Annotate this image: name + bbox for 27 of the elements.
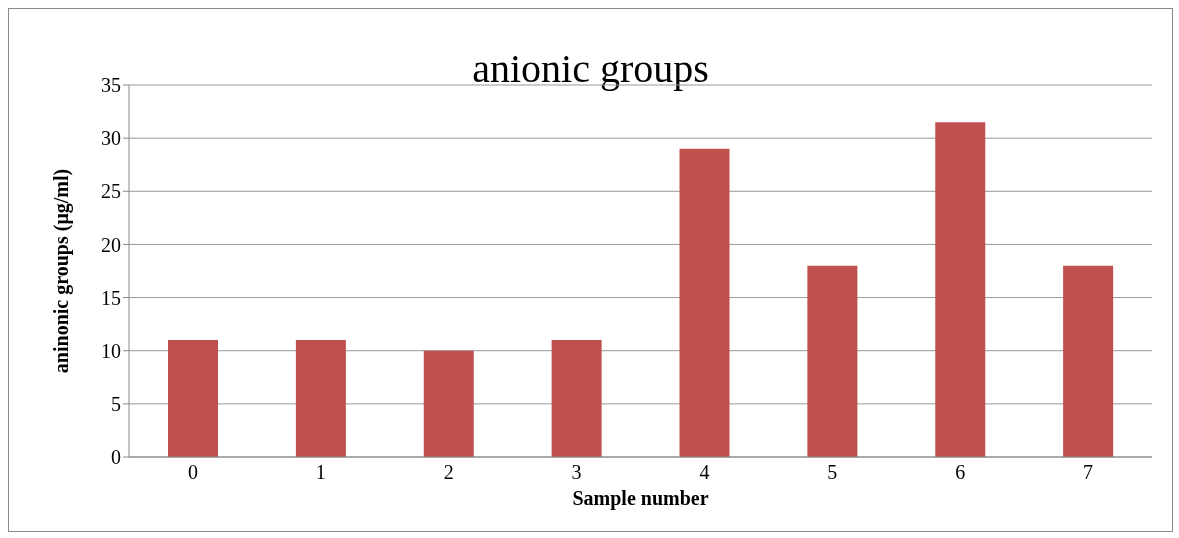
bar (1063, 265, 1114, 457)
bar (935, 122, 986, 457)
x-axis-title: Sample number (572, 487, 709, 510)
x-tick-label: 7 (1083, 461, 1094, 484)
y-tick-label: 20 (101, 233, 121, 256)
x-tick-label: 4 (699, 461, 710, 484)
y-axis-title: aninonic groups (μg/ml) (50, 168, 74, 374)
y-tick-label: 15 (101, 286, 121, 309)
y-tick-label: 0 (111, 446, 121, 469)
x-tick-label: 1 (315, 461, 326, 484)
x-tick-label: 6 (955, 461, 966, 484)
y-tick-label: 25 (101, 180, 121, 203)
x-tick-label: 0 (187, 461, 198, 484)
x-tick-label: 5 (827, 461, 838, 484)
bar (423, 350, 474, 457)
y-tick-label: 10 (101, 339, 121, 362)
bar (168, 340, 218, 457)
chart-title: anionic groups (472, 46, 709, 91)
y-tick-label: 30 (101, 127, 121, 150)
y-tick-label: 5 (111, 392, 121, 415)
bar (807, 265, 858, 457)
x-tick-label: 3 (571, 461, 582, 484)
x-tick-label: 2 (443, 461, 454, 484)
y-tick-label: 35 (101, 74, 121, 97)
bar (551, 340, 602, 457)
bar (679, 148, 730, 457)
bar (295, 340, 346, 457)
